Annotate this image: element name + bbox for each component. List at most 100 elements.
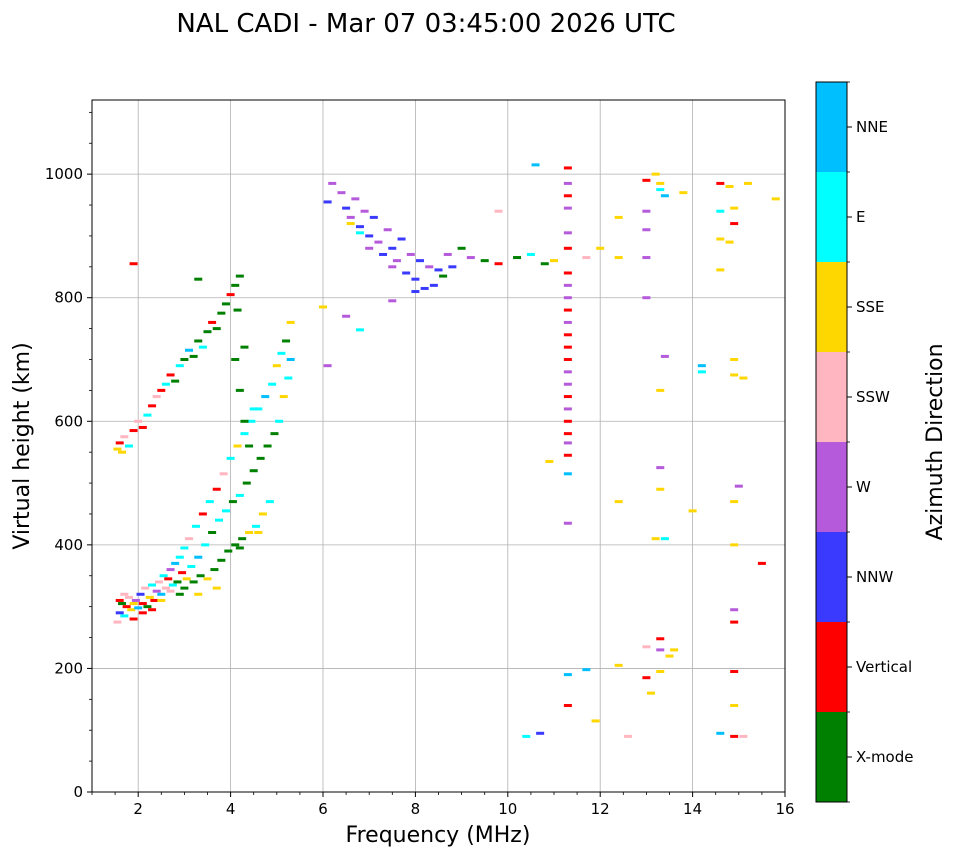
echo-point [656, 637, 665, 641]
echo-point [212, 586, 221, 590]
echo-point [656, 487, 665, 491]
echo-point [563, 333, 572, 337]
echo-point [369, 215, 378, 219]
colorbar-label-vertical: Vertical [856, 658, 912, 676]
echo-point [129, 602, 138, 606]
colorbar-label-nnw: NNW [856, 568, 893, 586]
echo-point [397, 237, 406, 241]
echo-point [138, 602, 147, 606]
echo-point [730, 500, 739, 504]
echo-point [138, 425, 147, 429]
echo-point [212, 487, 221, 491]
echo-point [189, 580, 198, 584]
echo-point [198, 512, 207, 516]
echo-point [771, 197, 780, 201]
echo-point [411, 290, 420, 294]
echo-point [161, 382, 170, 386]
echo-point [185, 348, 194, 352]
echo-point [730, 358, 739, 361]
colorbar-segment [816, 622, 847, 712]
echo-point [563, 407, 572, 411]
echo-point [355, 328, 364, 332]
y-tick-label: 800 [54, 289, 83, 307]
echo-point [208, 531, 217, 534]
echo-point [157, 388, 166, 392]
colorbar-segment [816, 532, 847, 622]
echo-point [182, 577, 191, 581]
echo-point [425, 265, 434, 269]
echo-point [434, 268, 443, 272]
echo-point [642, 256, 651, 260]
echo-point [233, 308, 242, 312]
x-axis-label: Frequency (MHz) [346, 823, 531, 848]
echo-point [113, 447, 122, 451]
echo-point [235, 388, 244, 392]
echo-point [642, 676, 651, 680]
echo-point [660, 354, 669, 358]
echo-point [115, 441, 124, 445]
echo-point [328, 181, 337, 185]
echo-point [261, 395, 270, 399]
echo-point [240, 432, 249, 436]
echo-point [134, 419, 143, 423]
echo-point [196, 574, 205, 578]
echo-point [365, 234, 374, 238]
echo-point [660, 537, 669, 541]
echo-point [134, 606, 143, 610]
echo-point [138, 611, 147, 615]
echo-point [148, 583, 157, 587]
echo-point [563, 231, 572, 235]
echo-point [439, 274, 448, 278]
echo-point [323, 200, 332, 204]
x-tick-label: 4 [226, 800, 236, 818]
echo-point [522, 734, 531, 738]
echo-point [252, 524, 261, 528]
echo-point [233, 444, 242, 448]
colorbar-segment [816, 262, 847, 352]
echo-point [545, 459, 554, 463]
echo-point [563, 283, 572, 287]
echo-point [531, 163, 540, 167]
echo-point [282, 339, 291, 343]
echo-point [697, 364, 706, 368]
echo-point [175, 364, 184, 368]
echo-point [277, 351, 286, 355]
echo-point [374, 240, 383, 244]
echo-point [240, 345, 249, 349]
echo-point [739, 734, 748, 738]
echo-point [670, 648, 679, 652]
echo-point [563, 271, 572, 275]
echo-point [513, 256, 522, 260]
echo-point [392, 259, 401, 263]
echo-point [226, 456, 235, 460]
echo-point [254, 407, 263, 411]
echo-point [563, 441, 572, 445]
echo-point [697, 370, 706, 374]
y-tick-label: 600 [54, 412, 83, 430]
y-axis-ticks: 0 200 400 600 800 1000 [45, 111, 92, 801]
echo-point [563, 320, 572, 324]
echo-point [406, 252, 415, 256]
echo-point [205, 500, 214, 504]
echo-point [124, 444, 133, 448]
echo-point [360, 209, 369, 213]
echo-point [136, 592, 145, 596]
echo-point [623, 734, 632, 738]
echo-point [284, 376, 293, 380]
echo-point [115, 598, 124, 602]
echo-point [730, 620, 739, 624]
colorbar-label-ssw: SSW [856, 388, 890, 406]
echo-point [168, 583, 177, 587]
colorbar-segment [816, 352, 847, 442]
echo-point [157, 598, 166, 602]
echo-point [730, 670, 739, 674]
echo-point [591, 719, 600, 723]
y-tick-label: 400 [54, 536, 83, 554]
echo-point [221, 302, 230, 306]
echo-point [224, 549, 233, 553]
echo-point [563, 370, 572, 374]
plot-area: 2 4 6 8 10 12 14 16 0 200 400 600 800 1000 [45, 99, 795, 818]
echo-point [319, 305, 327, 309]
y-tick-label: 0 [73, 783, 83, 801]
echo-point [152, 395, 161, 399]
